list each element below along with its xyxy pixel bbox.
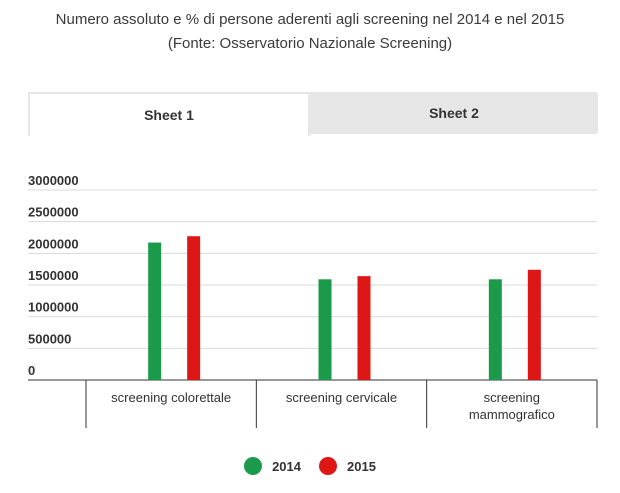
y-tick-label: 1500000 — [28, 268, 79, 283]
y-tick-label: 500000 — [28, 331, 71, 346]
tab-sheet-1[interactable]: Sheet 1 — [28, 92, 310, 136]
legend-item-2015[interactable]: 2015 — [319, 457, 376, 475]
y-tick-label: 0 — [28, 363, 35, 378]
x-tick-label: screening cervicale — [286, 390, 397, 405]
legend-item-2014[interactable]: 2014 — [244, 457, 301, 475]
bar-2014 — [148, 242, 162, 380]
bar-2014 — [488, 279, 502, 380]
bar-2014 — [318, 279, 332, 380]
bar-2015 — [527, 269, 541, 380]
y-tick-label: 2500000 — [28, 205, 79, 220]
bar-2015 — [187, 236, 201, 380]
x-tick-label: screening colorettale — [111, 390, 231, 405]
legend-marker-2015 — [319, 457, 337, 475]
chart-title: Numero assoluto e % di persone aderenti … — [0, 8, 620, 56]
legend-marker-2014 — [244, 457, 263, 475]
chart-title-line1: Numero assoluto e % di persone aderenti … — [55, 11, 565, 28]
bar-2015 — [357, 276, 371, 380]
legend-label-2015: 2015 — [347, 458, 376, 474]
chart-subtitle: (Fonte: Osservatorio Nazionale Screening… — [167, 35, 453, 52]
y-tick-label: 1000000 — [28, 300, 79, 315]
tab-sheet-2[interactable]: Sheet 2 — [429, 105, 479, 121]
y-tick-label: 2000000 — [28, 236, 79, 251]
y-tick-label: 3000000 — [28, 173, 79, 188]
x-tick-label: mammografico — [469, 407, 555, 422]
x-tick-label: screening — [484, 390, 540, 405]
legend-label-2014: 2014 — [272, 458, 301, 474]
sheet-tabs: Sheet 1 Sheet 2 — [28, 92, 598, 136]
chart-legend: 2014 2015 — [0, 455, 620, 477]
